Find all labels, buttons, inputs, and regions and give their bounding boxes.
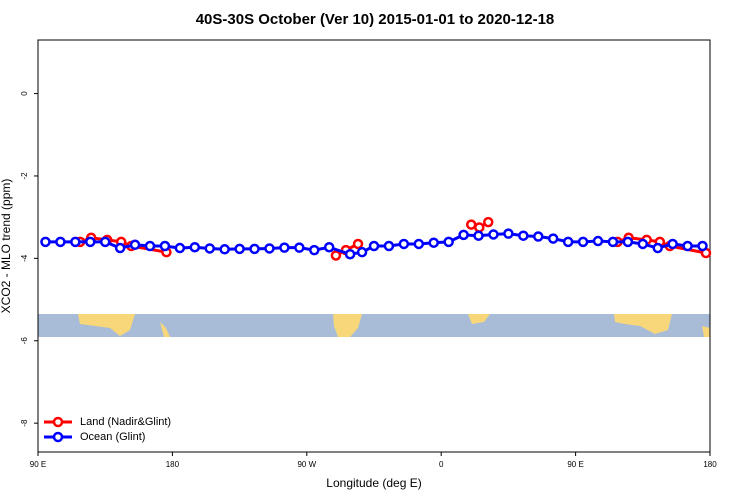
plot-frame (37, 39, 711, 453)
legend-marker (52, 431, 64, 443)
data-point (352, 238, 364, 250)
legend-label: Ocean (Glint) (80, 431, 145, 443)
data-point (533, 231, 544, 242)
x-tick-label: 180 (166, 460, 180, 469)
y-tick-label: -6 (20, 337, 29, 345)
data-point (294, 242, 305, 253)
x-tick-label: 0 (439, 460, 444, 469)
data-point (309, 244, 320, 256)
y-tick-label: -2 (20, 172, 29, 180)
data-point (482, 216, 494, 228)
legend-marker (52, 416, 64, 428)
data-point (637, 238, 649, 250)
x-tick-label: 90 E (567, 460, 583, 469)
y-tick-label: 0 (20, 91, 29, 96)
data-point (667, 238, 678, 250)
map-strip (38, 314, 710, 337)
x-tick-label: 90 W (297, 460, 316, 469)
data-point (428, 237, 439, 248)
y-tick-label: -4 (20, 254, 29, 262)
data-point (174, 242, 186, 254)
data-point (652, 242, 663, 254)
data-point (356, 246, 368, 258)
data-point (40, 236, 51, 248)
data-point (398, 238, 410, 250)
data-point (607, 236, 619, 248)
data-point (592, 235, 604, 247)
data-point (144, 240, 156, 252)
data-point (518, 230, 529, 241)
data-point (99, 236, 111, 248)
data-point (114, 242, 126, 254)
data-point (383, 240, 395, 252)
x-tick-label: 90 E (30, 460, 46, 469)
data-point (488, 229, 499, 240)
data-point (474, 222, 485, 233)
data-point (473, 230, 484, 241)
y-tick-label: -8 (20, 419, 29, 427)
data-point (204, 243, 215, 254)
y-axis-label: XCO2 - MLO trend (ppm) (0, 179, 13, 314)
data-point (622, 236, 634, 248)
data-point (55, 236, 66, 248)
data-point (697, 240, 708, 252)
data-point (577, 236, 589, 248)
data-point (465, 219, 477, 230)
data-point (443, 236, 454, 248)
data-point (323, 241, 335, 253)
data-point (70, 236, 81, 248)
data-point (219, 244, 230, 255)
data-point (85, 236, 96, 248)
data-point (458, 229, 469, 241)
data-point (562, 236, 574, 248)
data-point (368, 240, 380, 252)
legend-label: Land (Nadir&Glint) (80, 416, 171, 428)
data-point (279, 242, 290, 253)
x-axis-label: Longitude (deg E) (326, 476, 421, 490)
data-point (344, 248, 356, 260)
data-point (330, 250, 342, 261)
data-point (189, 241, 201, 253)
data-point (249, 243, 260, 255)
data-point (413, 238, 425, 250)
data-point (503, 228, 514, 239)
data-point (264, 243, 275, 254)
data-point (682, 240, 693, 252)
data-point (234, 243, 245, 255)
data-point (129, 239, 141, 251)
data-point (159, 240, 171, 252)
data-point (547, 233, 559, 244)
x-tick-label: 180 (703, 460, 717, 469)
chart-title: 40S-30S October (Ver 10) 2015-01-01 to 2… (196, 11, 555, 28)
